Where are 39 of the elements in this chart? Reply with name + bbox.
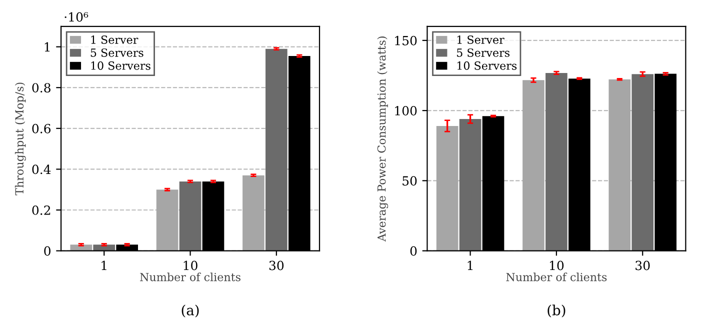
y-tick-label: 0.8 <box>32 83 50 93</box>
bar <box>242 175 264 251</box>
legend-label: 5 Servers <box>457 48 510 57</box>
y-tick-label: 0.6 <box>32 124 51 134</box>
x-axis-title: Number of clients <box>506 272 607 282</box>
y-tick-label: 150 <box>395 36 417 46</box>
x-tick-label: 10 <box>550 260 564 270</box>
legend-label: 1 Server <box>91 35 138 44</box>
y-tick-label: 0 <box>44 246 50 256</box>
y-tick-label: 0.4 <box>32 164 51 174</box>
legend-label: 5 Servers <box>90 48 144 57</box>
bar <box>436 126 458 251</box>
legend-label: 1 Server <box>457 35 504 44</box>
y-tick-label: 50 <box>402 176 417 186</box>
bar <box>156 190 178 251</box>
bar <box>266 48 288 251</box>
x-tick-label: 30 <box>636 260 650 270</box>
bar <box>608 79 631 251</box>
y-tick-label: 100 <box>395 106 417 116</box>
text: (b) <box>548 304 566 318</box>
y-tick-label: 0.2 <box>32 205 50 215</box>
text: (a) <box>182 304 199 318</box>
bar <box>459 118 482 251</box>
y-tick-label: 0 <box>410 246 417 256</box>
y-axis-title: Average Power Consumption (watts) <box>377 36 388 242</box>
bar <box>632 74 654 251</box>
bar <box>546 72 568 251</box>
bar <box>522 80 544 251</box>
bar <box>179 181 202 251</box>
text: ·10⁶ <box>64 12 88 22</box>
y-tick-label: 1 <box>44 42 50 52</box>
x-tick-label: 1 <box>468 260 472 270</box>
x-tick-label: 30 <box>269 260 284 270</box>
x-tick-label: 1 <box>102 260 106 270</box>
x-axis-title: Number of clients <box>140 272 240 282</box>
x-tick-label: 10 <box>184 260 198 270</box>
legend-label: 10 Servers <box>91 61 150 70</box>
legend-label: 10 Servers <box>457 61 517 70</box>
y-axis-title: Throughput (Mop/s) <box>14 82 26 196</box>
